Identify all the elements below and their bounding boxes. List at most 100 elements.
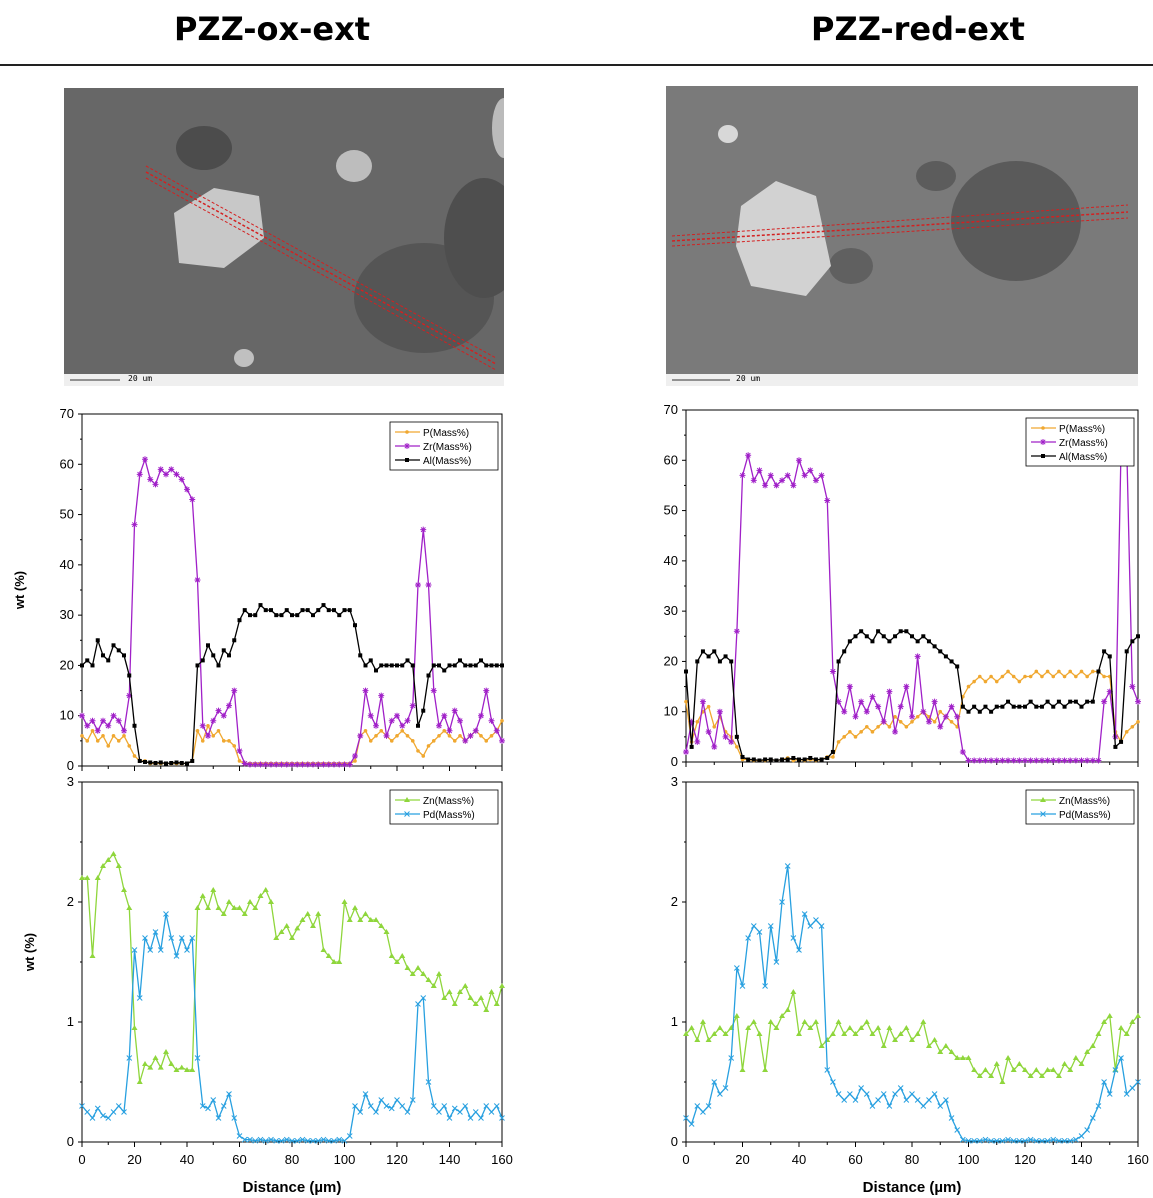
- data-point: [965, 757, 972, 764]
- data-point: [926, 1097, 932, 1103]
- data-point: [892, 1091, 898, 1097]
- series-al: [684, 629, 1140, 763]
- data-point: [143, 759, 147, 763]
- data-point: [825, 755, 830, 759]
- data-point: [242, 608, 247, 613]
- data-point: [959, 748, 966, 755]
- data-point: [110, 712, 117, 719]
- data-point: [1101, 698, 1108, 705]
- data-point: [1135, 1079, 1141, 1085]
- data-point: [846, 683, 853, 690]
- data-point: [903, 1097, 910, 1103]
- data-point: [1130, 639, 1135, 644]
- data-point: [383, 732, 390, 739]
- data-point: [122, 653, 126, 658]
- chart-2: 0 10 20 30 40 50 60 70 P(Mass%) Zr(Mass%) Al(Mass%…: [664, 402, 1141, 769]
- data-point: [1067, 1137, 1074, 1144]
- data-point: [190, 758, 195, 763]
- data-point: [473, 729, 478, 733]
- x-tick-label: 40: [180, 1152, 194, 1167]
- y-tick-label: 10: [664, 704, 678, 719]
- data-point: [1017, 704, 1022, 709]
- data-point: [1123, 442, 1130, 449]
- data-point: [462, 1103, 469, 1109]
- data-point: [304, 1137, 311, 1144]
- data-point: [1129, 1085, 1136, 1091]
- data-point: [705, 728, 712, 735]
- data-point: [1005, 1055, 1012, 1060]
- data-point: [818, 472, 825, 479]
- data-point: [400, 729, 405, 733]
- header-divider: [0, 64, 1153, 66]
- data-point: [321, 761, 326, 766]
- series-line: [81, 720, 503, 765]
- data-point: [115, 717, 122, 724]
- y-axis-label: wt (%): [12, 571, 27, 610]
- data-point: [100, 1112, 106, 1119]
- data-point: [971, 1067, 978, 1072]
- data-point: [852, 1097, 859, 1103]
- data-point: [1067, 757, 1074, 764]
- data-point: [898, 629, 903, 634]
- data-point: [1112, 1067, 1119, 1073]
- data-point: [897, 1031, 904, 1036]
- data-point: [705, 1103, 712, 1109]
- data-point: [1107, 654, 1112, 659]
- data-point: [284, 761, 289, 766]
- data-point: [210, 1097, 217, 1103]
- data-point: [983, 679, 988, 684]
- data-point: [80, 663, 84, 668]
- data-point: [695, 719, 700, 724]
- data-point: [752, 758, 756, 763]
- data-point: [442, 729, 447, 733]
- panel-title-left: PZZ-ox-ext: [173, 10, 371, 48]
- data-point: [1057, 669, 1061, 674]
- data-point: [841, 1031, 848, 1036]
- data-point: [274, 613, 279, 618]
- data-point: [1072, 1136, 1079, 1143]
- data-point: [304, 911, 311, 916]
- data-point: [965, 1055, 972, 1060]
- data-point: [189, 496, 196, 503]
- data-point: [982, 757, 989, 764]
- data-point: [105, 722, 112, 729]
- data-point: [467, 995, 474, 1000]
- data-point: [869, 1103, 876, 1109]
- data-point: [773, 1025, 780, 1030]
- data-point: [168, 466, 175, 473]
- data-point: [824, 497, 831, 504]
- x-tick-label: 0: [78, 1152, 85, 1167]
- data-point: [311, 613, 315, 618]
- series-line: [81, 604, 502, 765]
- data-point: [723, 730, 728, 734]
- data-point: [1000, 704, 1005, 709]
- data-point: [852, 713, 859, 720]
- data-point: [699, 698, 706, 705]
- data-point: [750, 1019, 757, 1024]
- data-point: [420, 995, 427, 1001]
- data-point: [415, 965, 421, 970]
- data-point: [362, 687, 369, 694]
- data-point: [1062, 674, 1067, 679]
- data-point: [1084, 1049, 1091, 1054]
- data-point: [363, 663, 368, 668]
- y-tick-label: 50: [664, 503, 678, 518]
- data-point: [131, 521, 138, 528]
- data-point: [472, 1001, 479, 1006]
- series-pd: [79, 911, 505, 1144]
- data-point: [252, 905, 259, 910]
- data-point: [886, 688, 893, 695]
- data-point: [942, 713, 949, 720]
- data-point: [488, 717, 495, 724]
- data-point: [976, 1137, 983, 1144]
- data-point: [436, 722, 442, 729]
- data-point: [416, 749, 420, 753]
- data-point: [216, 663, 221, 668]
- data-point: [241, 1136, 248, 1143]
- data-point: [706, 704, 711, 709]
- legend-marker: [1040, 811, 1046, 817]
- data-point: [472, 1109, 479, 1115]
- data-point: [326, 761, 331, 766]
- data-point: [955, 664, 960, 669]
- data-point: [746, 757, 751, 762]
